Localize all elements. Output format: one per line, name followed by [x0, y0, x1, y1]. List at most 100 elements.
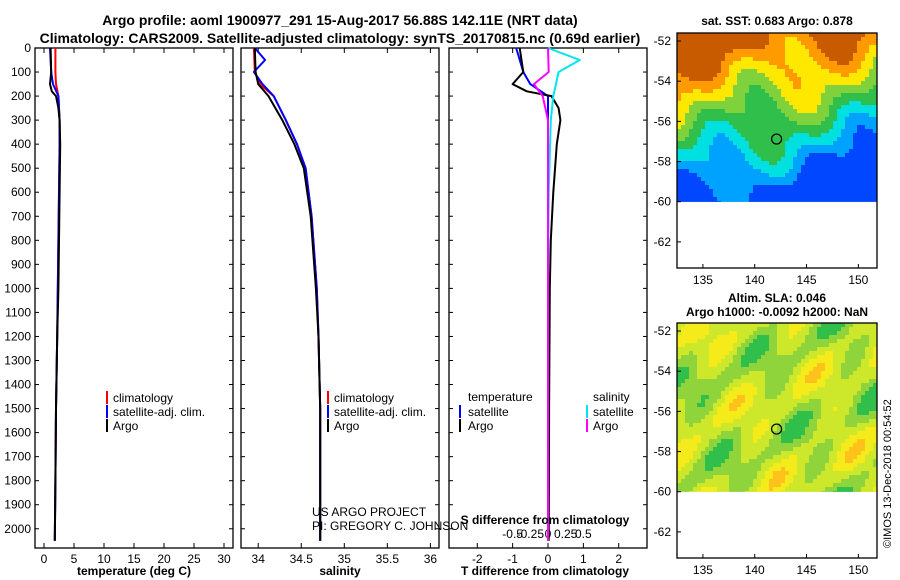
- sst-cell: [793, 65, 798, 70]
- sla-cell: [841, 371, 846, 376]
- sla-cell: [821, 411, 826, 416]
- sla-cell: [721, 383, 726, 388]
- sst-cell: [805, 41, 810, 46]
- sla-cell: [809, 459, 814, 464]
- sst-cell: [677, 85, 682, 90]
- sla-cell: [837, 435, 842, 440]
- sla-cell: [837, 399, 842, 404]
- sst-cell: [773, 197, 778, 202]
- sla-cell: [801, 459, 806, 464]
- sla-cell: [757, 379, 762, 384]
- sst-cell: [757, 149, 762, 154]
- sla-cell: [729, 459, 734, 464]
- sla-cell: [869, 347, 874, 352]
- sla-cell: [753, 455, 758, 460]
- sst-cell: [737, 157, 742, 162]
- sla-cell: [713, 491, 718, 492]
- sst-cell: [713, 165, 718, 170]
- sla-cell: [861, 375, 866, 380]
- sla-cell: [785, 395, 790, 400]
- sla-cell: [745, 447, 750, 452]
- sla-cell: [721, 335, 726, 340]
- sla-cell: [761, 475, 766, 480]
- sst-cell: [705, 49, 710, 54]
- sla-cell: [701, 423, 706, 428]
- sst-cell: [789, 173, 794, 178]
- sla-cell: [701, 327, 706, 332]
- sst-cell: [757, 197, 762, 202]
- sla-cell: [825, 419, 830, 424]
- sst-cell: [693, 113, 698, 118]
- sla-cell: [813, 367, 818, 372]
- sst-cell: [713, 97, 718, 102]
- sla-cell: [745, 411, 750, 416]
- sst-cell: [761, 85, 766, 90]
- sla-cell: [837, 391, 842, 396]
- sst-cell: [689, 81, 694, 86]
- sst-cell: [857, 77, 862, 82]
- sst-cell: [689, 169, 694, 174]
- sst-cell: [733, 49, 738, 54]
- sst-cell: [821, 125, 826, 130]
- sla-cell: [817, 423, 822, 428]
- sla-cell: [777, 359, 782, 364]
- sla-cell: [689, 331, 694, 336]
- sla-cell: [833, 491, 838, 492]
- sst-cell: [817, 181, 822, 186]
- sla-cell: [749, 423, 754, 428]
- sst-cell: [677, 149, 682, 154]
- sla-cell: [677, 471, 682, 476]
- sst-cell: [837, 113, 842, 118]
- sst-cell: [861, 161, 866, 166]
- sst-cell: [817, 89, 822, 94]
- sst-cell: [705, 61, 710, 66]
- sst-cell: [697, 89, 702, 94]
- sst-cell: [845, 73, 850, 78]
- sla-cell: [705, 443, 710, 448]
- sst-cell: [797, 197, 802, 202]
- sst-cell: [721, 137, 726, 142]
- sst-cell: [809, 149, 814, 154]
- sla-cell: [741, 387, 746, 392]
- sst-cell: [861, 133, 866, 138]
- sla-cell: [737, 467, 742, 472]
- sla-cell: [857, 335, 862, 340]
- sla-cell: [689, 483, 694, 488]
- sla-cell: [841, 343, 846, 348]
- sst-cell: [709, 93, 714, 98]
- sst-cell: [677, 45, 682, 50]
- sst-cell: [805, 81, 810, 86]
- sla-cell: [729, 335, 734, 340]
- sst-cell: [833, 129, 838, 134]
- sst-cell: [837, 165, 842, 170]
- sst-cell: [677, 33, 682, 38]
- sst-cell: [857, 201, 862, 202]
- sst-cell: [689, 185, 694, 190]
- sla-cell: [745, 371, 750, 376]
- sst-cell: [749, 101, 754, 106]
- sst-cell: [737, 89, 742, 94]
- sst-cell: [801, 125, 806, 130]
- sla-cell: [829, 327, 834, 332]
- sst-cell: [861, 37, 866, 42]
- sla-cell: [825, 423, 830, 428]
- sla-cell: [813, 359, 818, 364]
- sst-cell: [757, 165, 762, 170]
- sst-cell: [821, 189, 826, 194]
- sla-cell: [729, 443, 734, 448]
- sla-cell: [861, 431, 866, 436]
- sla-cell: [801, 491, 806, 492]
- sla-cell: [717, 363, 722, 368]
- sla-cell: [873, 379, 878, 384]
- x-tick-label: 35: [338, 552, 352, 566]
- sla-cell: [749, 471, 754, 476]
- sst-cell: [765, 177, 770, 182]
- sla-cell: [841, 475, 846, 480]
- sst-cell: [721, 37, 726, 42]
- sla-cell: [769, 475, 774, 480]
- sla-cell: [857, 375, 862, 380]
- sst-cell: [873, 161, 878, 166]
- sla-cell: [761, 419, 766, 424]
- sst-cell: [789, 185, 794, 190]
- sla-cell: [813, 491, 818, 492]
